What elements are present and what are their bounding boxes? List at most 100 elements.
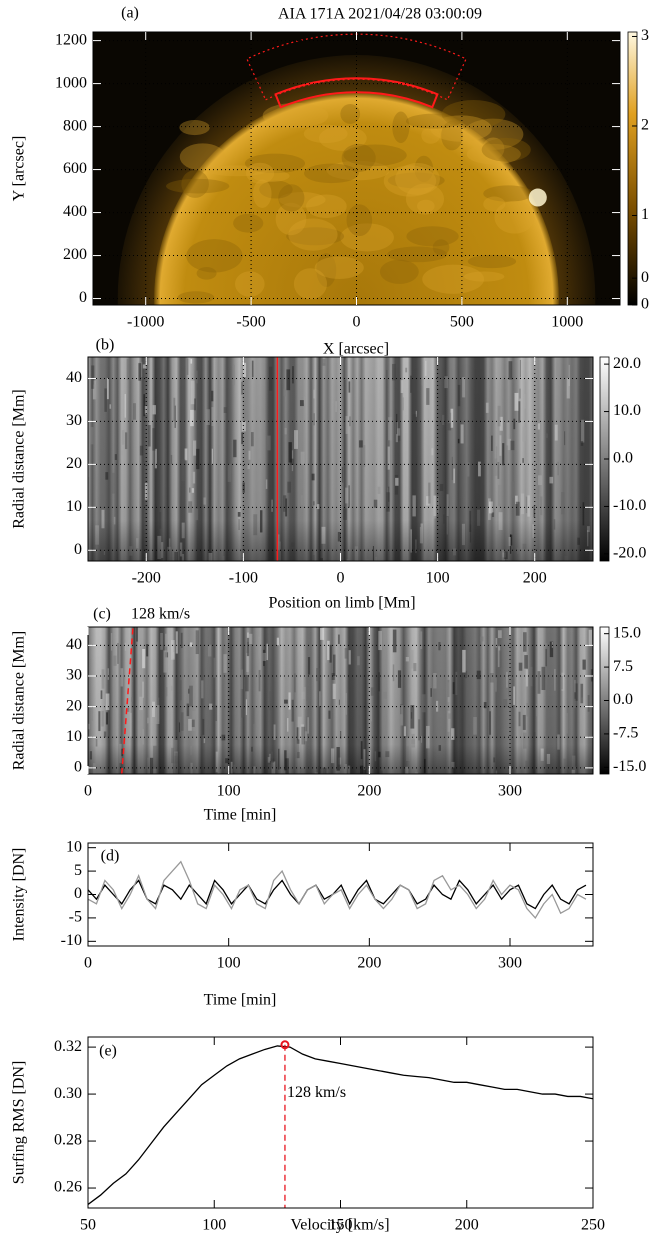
texture [186, 239, 243, 273]
texture [405, 113, 462, 129]
texture [278, 184, 305, 212]
y-tick-label: 1200 [55, 31, 87, 48]
texture [379, 259, 419, 284]
y-tick-label: 0 [74, 885, 82, 902]
texture [303, 124, 348, 144]
y-axis-label: Y [arcsec] [11, 136, 28, 202]
texture [244, 153, 306, 174]
base-shading [88, 357, 593, 561]
texture [181, 170, 209, 198]
texture [383, 165, 437, 197]
plot-area [93, 32, 620, 305]
x-tick-label: 100 [426, 570, 450, 587]
y-tick-label: -10 [61, 932, 82, 949]
panel-label: (b) [96, 337, 115, 354]
y-tick-label: 200 [63, 246, 87, 263]
colorbar-tick-label: 15.0 [613, 624, 641, 641]
series-line [88, 879, 587, 910]
texture [483, 185, 534, 202]
texture [494, 200, 535, 234]
speed-line [121, 627, 134, 774]
y-tick-label: 0.26 [54, 1179, 82, 1196]
y-tick-label: 1000 [55, 74, 87, 91]
x-axis-label: Velocity [km/s] [290, 1217, 389, 1234]
y-axis-label: Surfing RMS [DN] [11, 1061, 28, 1185]
x-tick-label: 200 [523, 570, 547, 587]
y-tick-label: 0 [74, 759, 82, 776]
plot-frame [87, 1036, 594, 1209]
y-tick-label: 10 [66, 838, 82, 855]
colorbar-tick-label: 0.0 [613, 691, 633, 708]
texture [466, 143, 521, 165]
texture [288, 218, 338, 251]
region-box [274, 77, 439, 109]
colorbar-tick-label: 10.0 [613, 402, 641, 419]
colorbar-tick-label: 0 [641, 269, 649, 286]
plot-area [88, 1044, 593, 1208]
speed-label: 128 km/s [131, 606, 190, 623]
colorbar-tick-label: 1 [641, 206, 649, 223]
texture [196, 267, 217, 280]
x-tick-label: 100 [217, 783, 241, 800]
texture [557, 773, 560, 774]
texture [235, 271, 265, 297]
y-axis-label: Radial distance [Mm] [11, 389, 28, 529]
texture [259, 180, 293, 199]
texture [179, 143, 226, 171]
peak-label: 128 km/s [287, 1084, 346, 1101]
texture [467, 254, 517, 269]
x-axis-label: X [arcsec] [323, 341, 389, 358]
texture [481, 137, 531, 162]
x-tick-label: 200 [357, 955, 381, 972]
texture [340, 223, 394, 252]
y-tick-label: 40 [66, 636, 82, 653]
texture [233, 213, 264, 233]
x-tick-label: 250 [581, 1217, 605, 1234]
x-tick-label: 300 [498, 783, 522, 800]
texture [318, 125, 367, 151]
chart-title: AIA 171A 2021/04/28 03:00:09 [278, 6, 482, 23]
y-tick-label: 800 [63, 117, 87, 134]
x-tick-label: 0 [353, 314, 361, 331]
texture [341, 143, 376, 172]
texture [306, 194, 347, 219]
texture [278, 192, 326, 208]
y-tick-label: 10 [66, 728, 82, 745]
x-tick-label: -1000 [127, 314, 164, 331]
y-axis-label: Radial distance [Mm] [11, 631, 28, 771]
texture [483, 196, 506, 212]
texture [252, 179, 272, 208]
active-region [528, 188, 547, 207]
texture [252, 170, 290, 182]
colorbar-tick-label: 20.0 [613, 355, 641, 372]
texture [177, 291, 215, 304]
texture [275, 202, 307, 236]
texture [387, 172, 445, 189]
x-tick-label: 0 [84, 783, 92, 800]
texture [340, 104, 361, 124]
x-tick-label: -100 [229, 570, 258, 587]
y-tick-label: 0 [79, 289, 87, 306]
plot-frame [87, 626, 594, 775]
series-line [88, 860, 587, 919]
y-axis-label: Intensity [DN] [11, 848, 28, 942]
texture [387, 246, 448, 263]
texture [482, 137, 505, 160]
texture [304, 163, 359, 184]
y-tick-label: 40 [66, 369, 82, 386]
texture [261, 773, 266, 774]
colorbar-tick-label: 0.0 [613, 450, 633, 467]
panel-label: (a) [121, 5, 139, 22]
texture [293, 268, 328, 300]
texture [326, 160, 390, 181]
x-tick-label: 100 [202, 1217, 226, 1234]
texture [206, 165, 268, 177]
x-tick-label: 200 [455, 1217, 479, 1234]
texture [343, 144, 407, 167]
x-tick-label: 300 [498, 955, 522, 972]
texture [262, 102, 329, 129]
plot-area [88, 357, 593, 561]
texture [441, 99, 506, 129]
x-tick-label: 200 [357, 783, 381, 800]
